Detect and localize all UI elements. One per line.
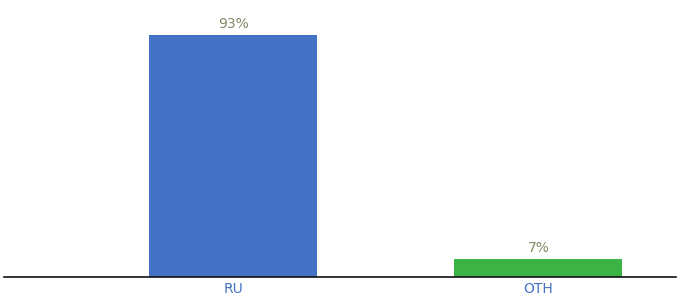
Bar: [454, 259, 622, 277]
Bar: [149, 35, 317, 277]
Text: 7%: 7%: [528, 241, 549, 255]
Text: 93%: 93%: [218, 17, 248, 32]
